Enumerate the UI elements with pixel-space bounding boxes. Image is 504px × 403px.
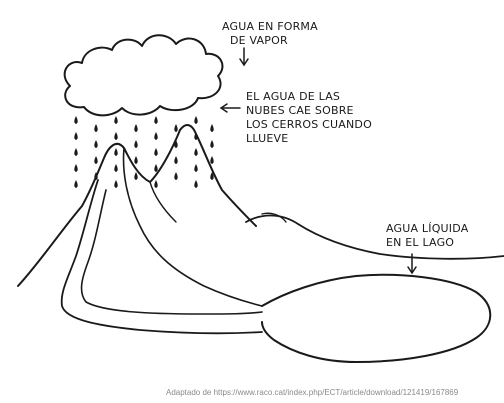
label-vapor: AGUA EN FORMA DE VAPOR [222, 20, 318, 48]
raindrop [194, 116, 198, 124]
label-rain-line3: LOS CERROS CUANDO [246, 118, 372, 131]
river-bank-right [80, 189, 263, 315]
raindrop [74, 132, 78, 140]
raindrop [154, 116, 158, 124]
mountain-ridge-inner [149, 181, 177, 223]
mountain-ridge [122, 147, 263, 307]
raindrop [74, 116, 78, 124]
raindrop [94, 156, 98, 164]
raindrop [114, 116, 118, 124]
label-vapor-line1: AGUA EN FORMA [222, 20, 318, 33]
arrow-vapor [239, 47, 249, 67]
arrow-rain [219, 103, 241, 113]
label-lake-line2: EN EL LAGO [386, 236, 455, 249]
raindrop [94, 124, 98, 132]
raindrop [194, 132, 198, 140]
raindrop [114, 132, 118, 140]
raindrop [210, 140, 214, 148]
right-hills [245, 214, 504, 260]
raindrop [174, 140, 178, 148]
raindrop [134, 172, 138, 180]
label-rain: EL AGUA DE LAS NUBES CAE SOBRE LOS CERRO… [246, 90, 372, 146]
label-rain-line1: EL AGUA DE LAS [246, 90, 341, 103]
raindrop [154, 132, 158, 140]
raindrops [74, 116, 214, 188]
raindrop [210, 172, 214, 180]
source-credit: Adaptado de https://www.raco.cat/index.p… [166, 388, 459, 397]
label-rain-line4: LLUEVE [246, 132, 289, 145]
label-rain-line2: NUBES CAE SOBRE [246, 104, 354, 117]
raindrop [114, 164, 118, 172]
raindrop [210, 124, 214, 132]
raindrop [74, 180, 78, 188]
raindrop [194, 148, 198, 156]
raindrop [154, 148, 158, 156]
river-bank-left [60, 179, 263, 335]
raindrop [174, 172, 178, 180]
raindrop [74, 164, 78, 172]
label-lake: AGUA LÍQUIDA EN EL LAGO [386, 222, 468, 250]
raindrop [194, 180, 198, 188]
raindrop [94, 172, 98, 180]
raindrop [74, 148, 78, 156]
raindrop [194, 164, 198, 172]
raindrop [114, 148, 118, 156]
mountain-range [17, 124, 257, 287]
label-vapor-line2: DE VAPOR [230, 34, 288, 47]
raindrop [154, 180, 158, 188]
label-lake-line1: AGUA LÍQUIDA [386, 222, 469, 235]
raindrop [134, 124, 138, 132]
hill-bump [261, 212, 287, 223]
raindrop [174, 156, 178, 164]
raindrop [114, 180, 118, 188]
lake [261, 273, 492, 364]
raindrop [134, 140, 138, 148]
raindrop [210, 156, 214, 164]
raindrop [154, 164, 158, 172]
raindrop [174, 124, 178, 132]
raindrop [134, 156, 138, 164]
raindrop [94, 140, 98, 148]
arrow-lake [407, 253, 417, 275]
cloud [63, 34, 224, 117]
